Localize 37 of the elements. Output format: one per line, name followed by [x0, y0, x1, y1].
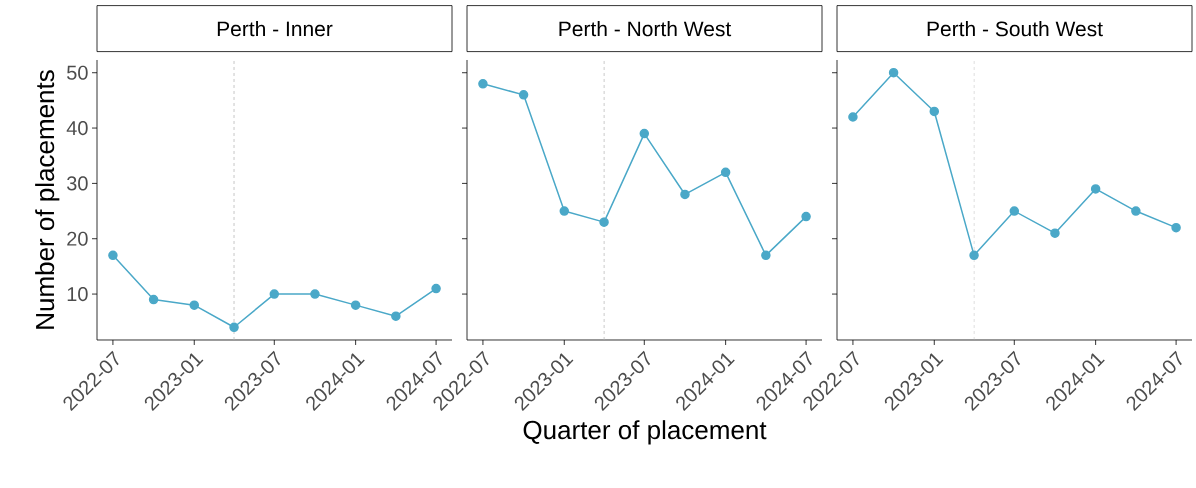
- chart-title: Perth - South West: [927, 20, 1103, 37]
- chart-title: Perth - North West: [559, 20, 732, 37]
- point: [391, 311, 401, 321]
- x-axis-title: Quarter of placement: [523, 420, 767, 445]
- point: [559, 206, 570, 216]
- point: [229, 322, 239, 333]
- point: [350, 300, 361, 310]
- point: [848, 112, 858, 122]
- point: [148, 294, 159, 305]
- y-tick-label: 30: [66, 176, 88, 191]
- point: [801, 211, 811, 222]
- point: [888, 67, 899, 78]
- point: [269, 289, 280, 299]
- point: [1171, 222, 1181, 233]
- point: [1090, 184, 1101, 194]
- point: [518, 90, 529, 100]
- point: [431, 283, 441, 294]
- point: [310, 289, 320, 299]
- y-axis-title: Number of placements: [35, 70, 60, 329]
- point: [929, 106, 940, 117]
- y-tick-label: 40: [66, 120, 88, 136]
- point: [1009, 206, 1020, 216]
- point: [720, 167, 731, 178]
- point: [1131, 206, 1141, 216]
- y-tick-label: 20: [67, 231, 88, 246]
- point: [761, 250, 771, 261]
- y-tick-label: 50: [67, 65, 88, 80]
- point: [599, 217, 609, 227]
- point: [108, 250, 118, 261]
- point: [680, 189, 690, 200]
- point: [189, 300, 200, 310]
- point: [639, 128, 650, 139]
- point: [969, 250, 979, 261]
- chart-title: Perth - Inner: [217, 20, 333, 37]
- point: [478, 79, 488, 89]
- point: [1050, 228, 1060, 238]
- y-tick-label: 10: [67, 287, 88, 302]
